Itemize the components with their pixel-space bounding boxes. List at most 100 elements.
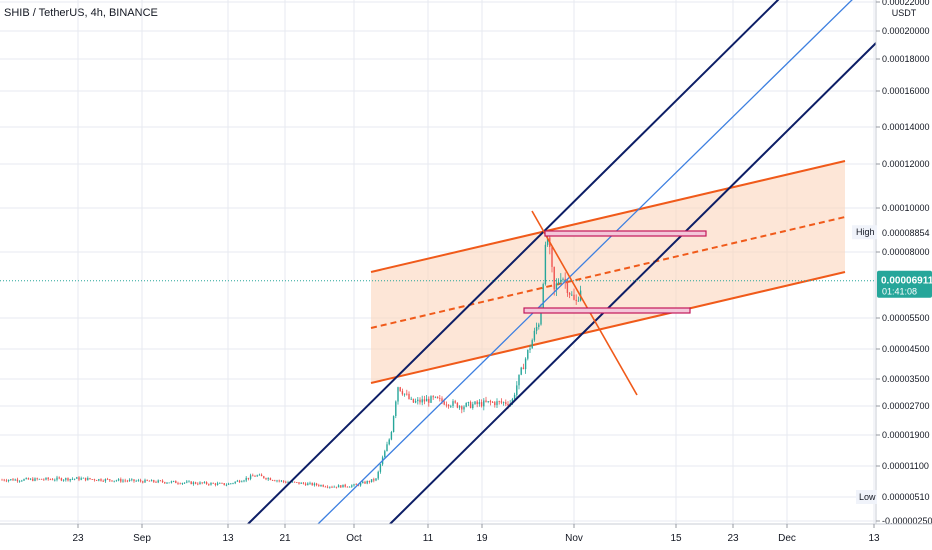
y-tick-label: 0.00016000 (882, 86, 930, 96)
orange-channel-upper (370, 160, 846, 273)
orange-descending-line (531, 210, 638, 396)
candle-up (309, 482, 311, 484)
candle-up (71, 478, 74, 480)
candle-down (443, 401, 445, 405)
y-tick-label: 0.00020000 (882, 26, 930, 36)
candle-down (161, 480, 164, 482)
candle-up (10, 479, 12, 480)
x-tick-label: 15 (670, 533, 682, 544)
x-tick-label: 11 (423, 533, 434, 544)
candle-down (106, 479, 109, 480)
candle-up (313, 483, 316, 486)
candle-down (89, 478, 91, 480)
candle-up (21, 480, 23, 482)
candle-up (287, 482, 289, 484)
candle-down (93, 479, 96, 481)
candle-up (258, 474, 261, 476)
candle-up (392, 416, 395, 432)
y-tick-label: 0.00003500 (882, 374, 930, 384)
candle-down (296, 482, 298, 483)
x-tick-label: 13 (868, 533, 880, 544)
candle-up (329, 486, 331, 488)
candle-up (245, 477, 247, 481)
candle-up (98, 479, 100, 481)
candle-down (318, 485, 320, 486)
candle-down (401, 391, 404, 395)
candle-down (412, 398, 415, 403)
high-value: 0.00008854 (882, 228, 930, 238)
candle-up (571, 294, 573, 296)
y-tick-label: 0.00001100 (882, 461, 929, 471)
candle-up (230, 483, 232, 485)
x-axis[interactable]: 23 Sep 13 21 Oct 11 19 Nov 15 23 Dec 13 (0, 523, 932, 550)
candle-down (423, 399, 426, 402)
candle-up (18, 480, 21, 482)
candle-down (436, 396, 439, 399)
candle-up (478, 402, 481, 405)
candle-up (267, 478, 269, 480)
candle-down (568, 293, 571, 295)
candle-up (219, 483, 221, 484)
candle-down (120, 479, 122, 482)
candle-down (326, 486, 329, 488)
candle-up (181, 483, 184, 484)
candle-down (197, 483, 199, 485)
candle-up (29, 478, 32, 480)
navy-channel-upper (247, 0, 780, 525)
x-tick-label: Nov (565, 533, 583, 544)
candle-down (32, 478, 34, 481)
candle-down (335, 486, 338, 488)
candle-up (243, 480, 245, 482)
candle-down (36, 478, 38, 480)
candle-down (175, 481, 177, 484)
candle-up (307, 483, 309, 486)
candle-down (282, 480, 285, 482)
y-tick-label: 0.00014000 (882, 122, 930, 132)
candle-down (194, 482, 197, 484)
y-tick-label: 0.00001900 (882, 430, 930, 440)
candle-up (186, 481, 188, 483)
candle-up (577, 300, 580, 302)
candle-down (201, 482, 203, 484)
candle-down (3, 479, 5, 481)
candle-down (164, 482, 166, 484)
candle-up (188, 481, 190, 483)
candle-down (265, 478, 267, 480)
candle-up (467, 402, 470, 403)
candles (1, 231, 582, 489)
candle-up (377, 471, 379, 479)
candle-up (511, 398, 514, 404)
candle-up (531, 340, 533, 349)
candle-up (375, 478, 377, 481)
candle-up (430, 396, 432, 403)
candle-down (271, 480, 274, 481)
y-tick-label: 0.00022000 (882, 0, 930, 7)
candle-up (516, 385, 518, 395)
candle-up (557, 282, 560, 284)
low-value-bg (877, 490, 932, 504)
candle-down (445, 404, 448, 406)
candle-up (513, 394, 516, 399)
candle-up (62, 479, 65, 481)
candle-down (252, 475, 254, 477)
high-value-bg (877, 225, 932, 240)
candle-down (221, 483, 223, 484)
candle-down (346, 486, 349, 488)
low-tag-label: Low (859, 492, 876, 502)
candle-down (60, 478, 63, 481)
candle-down (419, 399, 421, 403)
candle-down (491, 402, 494, 403)
candle-up (82, 477, 85, 479)
candle-up (256, 475, 258, 477)
candle-down (522, 367, 525, 370)
y-tick-label: 0.00008000 (882, 247, 930, 257)
drawings-front (0, 0, 877, 525)
candle-down (494, 402, 496, 406)
candle-down (49, 479, 52, 481)
candle-down (340, 485, 342, 488)
candle-up (135, 480, 137, 482)
candle-up (236, 480, 239, 482)
candle-down (476, 401, 478, 405)
